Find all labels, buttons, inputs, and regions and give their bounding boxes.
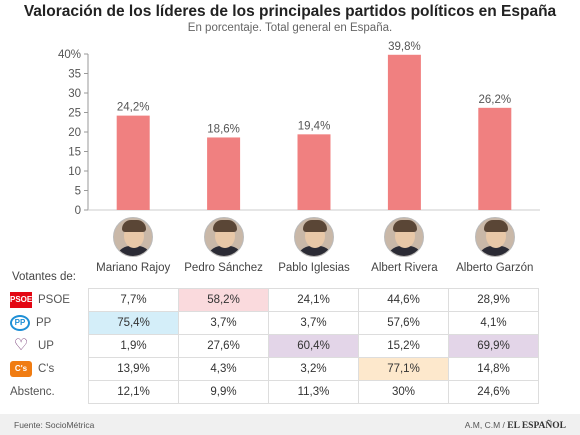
party-name: UP (38, 339, 54, 352)
y-tick-label: 20 (68, 127, 81, 139)
table-cell: 11,3% (268, 380, 359, 404)
brand-logo: EL ESPAÑOL (507, 421, 566, 431)
table-cell: 24,1% (268, 288, 359, 312)
row-label: C's C's (10, 357, 90, 380)
up-logo-icon: ♡ (13, 336, 29, 354)
party-name: Abstenc. (10, 385, 55, 398)
y-tick-label: 40% (58, 49, 81, 61)
table-cell: 75,4% (88, 311, 179, 335)
table-cell: 4,3% (178, 357, 269, 381)
row-label: ♡ UP (10, 334, 90, 357)
leader-name: Pedro Sánchez (184, 262, 263, 274)
leader-column: Pablo Iglesias (264, 217, 364, 274)
table-cell: 69,9% (448, 334, 539, 358)
leader-avatar (294, 217, 334, 257)
row-label: Abstenc. (10, 380, 90, 403)
leader-name: Albert Rivera (371, 262, 438, 274)
bar (116, 115, 150, 210)
table-cell: 57,6% (358, 311, 449, 335)
leader-avatar (203, 217, 244, 257)
cs-logo-icon: C's (10, 360, 32, 377)
table-cell: 28,9% (448, 288, 539, 312)
table-row: 1,9% 27,6% 60,4% 15,2% 69,9% (88, 334, 539, 358)
table-cell: 13,9% (88, 357, 179, 381)
table-row: 13,9% 4,3% 3,2% 77,1% 14,8% (88, 357, 539, 381)
table-row: 7,7% 58,2% 24,1% 44,6% 28,9% (88, 288, 539, 312)
credit-prefix: A.M, C.M / (464, 420, 505, 430)
data-labels: 24,2% 18,6% 19,4% 39,8% 26,2% (117, 41, 511, 136)
data-label: 18,6% (207, 123, 240, 135)
table-cell: 12,1% (88, 380, 179, 404)
row-label: PSOE PSOE (10, 288, 90, 311)
chart-subtitle: En porcentaje. Total general en España. (187, 22, 393, 34)
leader-name: Pablo Iglesias (278, 262, 350, 274)
table-cell: 60,4% (268, 334, 359, 358)
y-tick-label: 15 (68, 147, 81, 159)
y-tick-label: 35 (68, 69, 81, 81)
party-name: C's (38, 362, 55, 375)
leader-avatar (113, 217, 154, 257)
table-header: Votantes de: (12, 271, 76, 283)
data-label: 19,4% (298, 120, 331, 132)
bar (297, 134, 331, 210)
leader-column: Alberto Garzón (445, 217, 545, 274)
y-tick-label: 5 (75, 186, 81, 198)
bar (478, 107, 512, 210)
y-axis: 0 5 10 15 20 25 30 35 40% (58, 49, 540, 217)
table-cell: 3,2% (268, 357, 359, 381)
leader-column: Pedro Sánchez (174, 217, 274, 274)
table-cell: 58,2% (178, 288, 269, 312)
leader-name: Alberto Garzón (456, 262, 534, 274)
table-cell: 24,6% (448, 380, 539, 404)
table-cell: 44,6% (358, 288, 449, 312)
y-tick-label: 0 (75, 205, 81, 217)
table-cell: 30% (358, 380, 449, 404)
bars (116, 54, 512, 210)
table-cell: 14,8% (448, 357, 539, 381)
party-name: PSOE (38, 293, 70, 306)
pp-logo-icon: PP (10, 314, 30, 331)
data-label: 39,8% (388, 41, 421, 53)
table-cell: 77,1% (358, 357, 449, 381)
vote-table: 7,7% 58,2% 24,1% 44,6% 28,9% 75,4% 3,7% 3,7% 57,… (88, 288, 539, 404)
data-label: 26,2% (478, 94, 511, 106)
table-cell: 4,1% (448, 311, 539, 335)
bar-chart: 0 5 10 15 20 25 30 35 40% 24,2% 18,6% 19,4% 39,8% 26… (58, 41, 540, 217)
party-name: PP (36, 316, 52, 329)
chart-title: Valoración de los líderes de los princip… (23, 3, 557, 20)
credit-text: A.M, C.M / EL ESPAÑOL (465, 420, 566, 431)
footer: Fuente: SocioMétrica A.M, C.M / EL ESPAÑ… (0, 414, 580, 435)
bar (387, 54, 421, 210)
table-cell: 27,6% (178, 334, 269, 358)
table-cell: 3,7% (268, 311, 359, 335)
leader-avatar (384, 217, 425, 257)
leader-name: Mariano Rajoy (96, 262, 171, 274)
table-row: 75,4% 3,7% 3,7% 57,6% 4,1% (88, 311, 539, 335)
row-label: PP PP (10, 311, 90, 334)
table-cell: 3,7% (178, 311, 269, 335)
leader-avatar (474, 217, 515, 257)
leader-column: Mariano Rajoy (83, 217, 183, 274)
table-cell: 15,2% (358, 334, 449, 358)
source-text: Fuente: SocioMétrica (14, 420, 95, 430)
leader-column: Albert Rivera (354, 217, 454, 274)
table-cell: 7,7% (88, 288, 179, 312)
y-tick-label: 25 (68, 108, 81, 120)
y-tick-label: 30 (68, 88, 81, 100)
bar (207, 137, 241, 210)
table-row: 12,1% 9,9% 11,3% 30% 24,6% (88, 380, 539, 404)
psoe-logo-icon: PSOE (10, 291, 32, 308)
table-cell: 9,9% (178, 380, 269, 404)
table-cell: 1,9% (88, 334, 179, 358)
y-tick-label: 10 (68, 166, 81, 178)
data-label: 24,2% (117, 102, 150, 114)
